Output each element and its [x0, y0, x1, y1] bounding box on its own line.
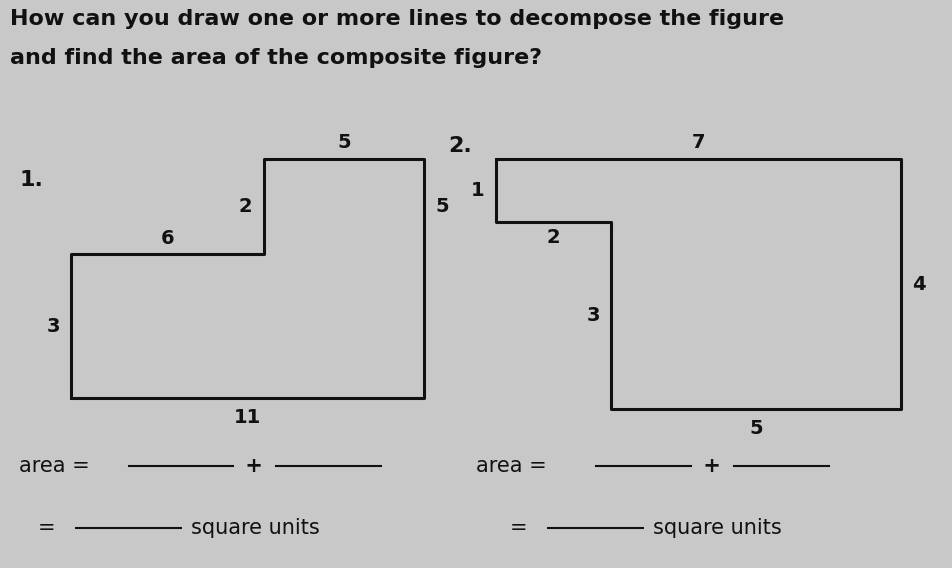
Text: 1.: 1. — [19, 170, 43, 190]
Text: 5: 5 — [435, 197, 448, 216]
Text: =: = — [509, 518, 526, 538]
Text: 3: 3 — [585, 306, 599, 325]
Text: +: + — [695, 456, 720, 476]
Text: 5: 5 — [748, 419, 762, 438]
Text: 7: 7 — [690, 133, 704, 152]
Text: 11: 11 — [234, 408, 261, 427]
Text: 1: 1 — [470, 181, 484, 200]
Text: 2: 2 — [546, 228, 560, 247]
Text: +: + — [238, 456, 263, 476]
Text: square units: square units — [652, 518, 781, 538]
Text: and find the area of the composite figure?: and find the area of the composite figur… — [10, 48, 541, 68]
Text: =: = — [38, 518, 55, 538]
Text: square units: square units — [190, 518, 319, 538]
Text: area =: area = — [476, 456, 553, 476]
Text: 2: 2 — [239, 197, 252, 216]
Text: 2.: 2. — [447, 136, 471, 156]
Text: How can you draw one or more lines to decompose the figure: How can you draw one or more lines to de… — [10, 9, 783, 28]
Text: 3: 3 — [47, 316, 60, 336]
Text: area =: area = — [19, 456, 96, 476]
Text: 4: 4 — [911, 274, 924, 294]
Text: 6: 6 — [161, 229, 174, 248]
Text: 5: 5 — [337, 133, 350, 152]
